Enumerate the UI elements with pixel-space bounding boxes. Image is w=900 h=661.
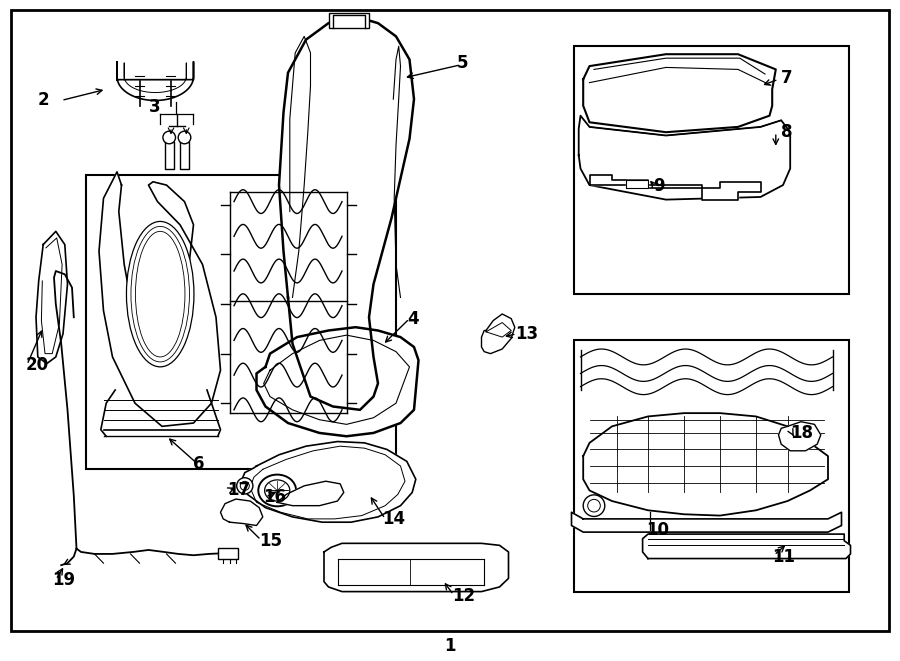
Bar xyxy=(86,175,396,469)
Polygon shape xyxy=(482,314,515,354)
Circle shape xyxy=(583,495,605,516)
Text: 6: 6 xyxy=(194,455,205,473)
Text: 20: 20 xyxy=(25,356,49,374)
Circle shape xyxy=(588,499,600,512)
Polygon shape xyxy=(778,422,821,451)
Polygon shape xyxy=(165,142,174,169)
Polygon shape xyxy=(583,54,776,132)
Polygon shape xyxy=(220,499,263,525)
Polygon shape xyxy=(279,17,414,410)
Polygon shape xyxy=(626,180,648,188)
Text: 16: 16 xyxy=(263,488,286,506)
Circle shape xyxy=(178,131,191,144)
Polygon shape xyxy=(277,481,344,506)
Circle shape xyxy=(163,131,176,144)
Text: 7: 7 xyxy=(781,69,793,87)
Polygon shape xyxy=(579,116,790,200)
Polygon shape xyxy=(99,172,220,426)
Text: 4: 4 xyxy=(407,309,418,328)
Polygon shape xyxy=(572,512,842,532)
Text: 19: 19 xyxy=(52,571,76,590)
Polygon shape xyxy=(583,413,828,516)
Text: 5: 5 xyxy=(457,54,469,72)
Bar xyxy=(218,548,238,559)
Bar xyxy=(574,340,849,592)
Polygon shape xyxy=(256,327,419,436)
Text: 13: 13 xyxy=(515,325,538,343)
Bar xyxy=(328,13,369,28)
Text: 11: 11 xyxy=(772,547,796,566)
Text: 18: 18 xyxy=(790,424,814,442)
Polygon shape xyxy=(36,231,68,364)
Text: 15: 15 xyxy=(259,531,283,550)
Circle shape xyxy=(240,481,249,490)
Text: 1: 1 xyxy=(445,637,455,656)
Ellipse shape xyxy=(126,221,194,367)
Polygon shape xyxy=(241,442,416,522)
Ellipse shape xyxy=(265,480,290,501)
Text: 3: 3 xyxy=(148,98,160,116)
Polygon shape xyxy=(117,61,194,100)
Text: 8: 8 xyxy=(781,123,793,141)
Circle shape xyxy=(237,478,253,494)
Ellipse shape xyxy=(258,475,296,506)
Bar xyxy=(574,46,849,294)
Text: 17: 17 xyxy=(227,481,250,500)
Polygon shape xyxy=(590,175,760,200)
Polygon shape xyxy=(180,142,189,169)
Text: 10: 10 xyxy=(646,521,670,539)
Polygon shape xyxy=(643,534,850,559)
Text: 14: 14 xyxy=(382,510,406,528)
Text: 2: 2 xyxy=(38,91,50,110)
Text: 12: 12 xyxy=(452,587,475,605)
Polygon shape xyxy=(324,543,508,592)
Text: 9: 9 xyxy=(653,177,665,196)
